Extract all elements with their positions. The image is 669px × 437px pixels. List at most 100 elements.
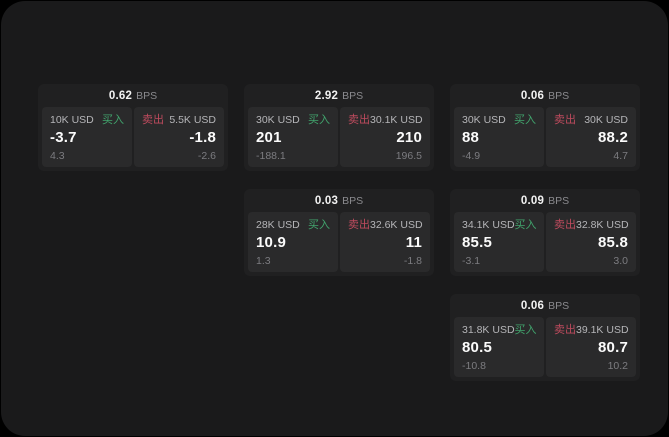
sell-sub-value: -2.6	[197, 150, 216, 162]
buy-sub-value: -10.8	[462, 360, 486, 372]
sell-price-value: 88.2	[598, 129, 628, 146]
buy-size-label: 10K USD	[50, 114, 94, 126]
sell-panel-header: 卖出 30.1K USD	[348, 114, 423, 126]
sell-side-label: 卖出	[554, 324, 576, 336]
buy-sub-value: 1.3	[256, 255, 271, 267]
bps-value: 0.03	[314, 194, 339, 207]
card-header: 2.92 BPS	[244, 84, 434, 107]
sell-sub-value: 10.2	[607, 360, 628, 372]
buy-panel[interactable]: 30K USD 买入 88 -4.9	[454, 107, 544, 167]
buy-size-label: 28K USD	[256, 219, 300, 231]
bps-unit-label: BPS	[136, 89, 158, 102]
buy-price-value: 10.9	[256, 234, 286, 251]
sell-price-value: 11	[405, 234, 422, 251]
buy-sell-panels: 31.8K USD 买入 80.5 -10.8 卖出 39.1K USD 80.…	[450, 317, 640, 381]
sell-price-value: 210	[396, 129, 422, 146]
bps-value: 0.62	[108, 89, 133, 102]
buy-panel-header: 30K USD 买入	[462, 114, 536, 126]
sell-side-label: 卖出	[554, 219, 576, 231]
sell-price-value: 85.8	[598, 234, 628, 251]
sell-size-label: 32.8K USD	[576, 219, 629, 231]
card-header: 0.62 BPS	[38, 84, 228, 107]
buy-sell-panels: 28K USD 买入 10.9 1.3 卖出 32.6K USD 11 -1.8	[244, 212, 434, 276]
buy-price-value: -3.7	[50, 129, 77, 146]
buy-size-label: 30K USD	[256, 114, 300, 126]
card-header: 0.06 BPS	[450, 294, 640, 317]
buy-sub-value: -188.1	[256, 150, 286, 162]
bps-value: 0.06	[520, 89, 545, 102]
bps-value: 0.09	[520, 194, 545, 207]
quote-card[interactable]: 0.06 BPS 30K USD 买入 88 -4.9 卖出 30K USD	[450, 84, 640, 171]
quote-card[interactable]: 2.92 BPS 30K USD 买入 201 -188.1 卖出 30.1K …	[244, 84, 434, 171]
buy-sub-value: -4.9	[462, 150, 481, 162]
buy-sub-value: -3.1	[462, 255, 481, 267]
sell-panel-header: 卖出 30K USD	[554, 114, 628, 126]
sell-sub-value: 4.7	[613, 150, 628, 162]
buy-size-label: 30K USD	[462, 114, 506, 126]
buy-panel-header: 31.8K USD 买入	[462, 324, 537, 336]
bps-unit-label: BPS	[342, 194, 364, 207]
buy-sell-panels: 10K USD 买入 -3.7 4.3 卖出 5.5K USD -1.8 -2.…	[38, 107, 228, 171]
buy-size-label: 31.8K USD	[462, 324, 515, 336]
buy-side-label: 买入	[514, 114, 536, 126]
buy-price-value: 80.5	[462, 339, 492, 356]
buy-panel[interactable]: 31.8K USD 买入 80.5 -10.8	[454, 317, 544, 377]
buy-price-value: 88	[462, 129, 480, 146]
sell-panel-header: 卖出 39.1K USD	[554, 324, 629, 336]
buy-side-label: 买入	[308, 219, 330, 231]
sell-sub-value: 196.5	[395, 150, 422, 162]
sell-price-value: 80.7	[598, 339, 628, 356]
quote-card[interactable]: 0.06 BPS 31.8K USD 买入 80.5 -10.8 卖出 39.1…	[450, 294, 640, 381]
buy-side-label: 买入	[514, 324, 537, 336]
buy-panel[interactable]: 30K USD 买入 201 -188.1	[248, 107, 338, 167]
buy-price-value: 85.5	[462, 234, 492, 251]
sell-panel[interactable]: 卖出 30K USD 88.2 4.7	[546, 107, 636, 167]
sell-panel[interactable]: 卖出 32.6K USD 11 -1.8	[340, 212, 430, 272]
sell-panel[interactable]: 卖出 39.1K USD 80.7 10.2	[546, 317, 636, 377]
buy-panel-header: 34.1K USD 买入	[462, 219, 537, 231]
sell-panel-header: 卖出 32.8K USD	[554, 219, 629, 231]
buy-side-label: 买入	[514, 219, 537, 231]
sell-panel[interactable]: 卖出 32.8K USD 85.8 3.0	[546, 212, 636, 272]
sell-panel[interactable]: 卖出 30.1K USD 210 196.5	[340, 107, 430, 167]
quote-card[interactable]: 0.03 BPS 28K USD 买入 10.9 1.3 卖出 32.6K US…	[244, 189, 434, 276]
buy-panel[interactable]: 34.1K USD 买入 85.5 -3.1	[454, 212, 544, 272]
bps-unit-label: BPS	[548, 89, 570, 102]
buy-panel-header: 30K USD 买入	[256, 114, 330, 126]
card-header: 0.09 BPS	[450, 189, 640, 212]
quote-card[interactable]: 0.09 BPS 34.1K USD 买入 85.5 -3.1 卖出 32.8K…	[450, 189, 640, 276]
buy-panel-header: 10K USD 买入	[50, 114, 124, 126]
bps-value: 2.92	[314, 89, 339, 102]
card-header: 0.06 BPS	[450, 84, 640, 107]
sell-side-label: 卖出	[348, 219, 370, 231]
sell-size-label: 39.1K USD	[576, 324, 629, 336]
quote-card[interactable]: 0.62 BPS 10K USD 买入 -3.7 4.3 卖出 5.5K USD	[38, 84, 228, 171]
buy-panel[interactable]: 28K USD 买入 10.9 1.3	[248, 212, 338, 272]
sell-side-label: 卖出	[348, 114, 370, 126]
sell-panel[interactable]: 卖出 5.5K USD -1.8 -2.6	[134, 107, 224, 167]
sell-panel-header: 卖出 32.6K USD	[348, 219, 423, 231]
buy-price-value: 201	[256, 129, 282, 146]
sell-sub-value: 3.0	[613, 255, 628, 267]
buy-panel-header: 28K USD 买入	[256, 219, 330, 231]
buy-panel[interactable]: 10K USD 买入 -3.7 4.3	[42, 107, 132, 167]
sell-size-label: 32.6K USD	[370, 219, 423, 231]
sell-side-label: 卖出	[554, 114, 576, 126]
buy-sub-value: 4.3	[50, 150, 65, 162]
sell-price-value: -1.8	[189, 129, 216, 146]
sell-size-label: 30.1K USD	[370, 114, 423, 126]
sell-sub-value: -1.8	[403, 255, 422, 267]
bps-unit-label: BPS	[548, 299, 570, 312]
sell-size-label: 30K USD	[584, 114, 628, 126]
buy-size-label: 34.1K USD	[462, 219, 515, 231]
buy-sell-panels: 30K USD 买入 201 -188.1 卖出 30.1K USD 210 1…	[244, 107, 434, 171]
buy-sell-panels: 34.1K USD 买入 85.5 -3.1 卖出 32.8K USD 85.8…	[450, 212, 640, 276]
quote-cards-grid: 0.62 BPS 10K USD 买入 -3.7 4.3 卖出 5.5K USD	[38, 84, 640, 381]
buy-side-label: 买入	[308, 114, 330, 126]
bps-value: 0.06	[520, 299, 545, 312]
sell-side-label: 卖出	[142, 114, 164, 126]
sell-size-label: 5.5K USD	[169, 114, 216, 126]
sell-panel-header: 卖出 5.5K USD	[142, 114, 216, 126]
